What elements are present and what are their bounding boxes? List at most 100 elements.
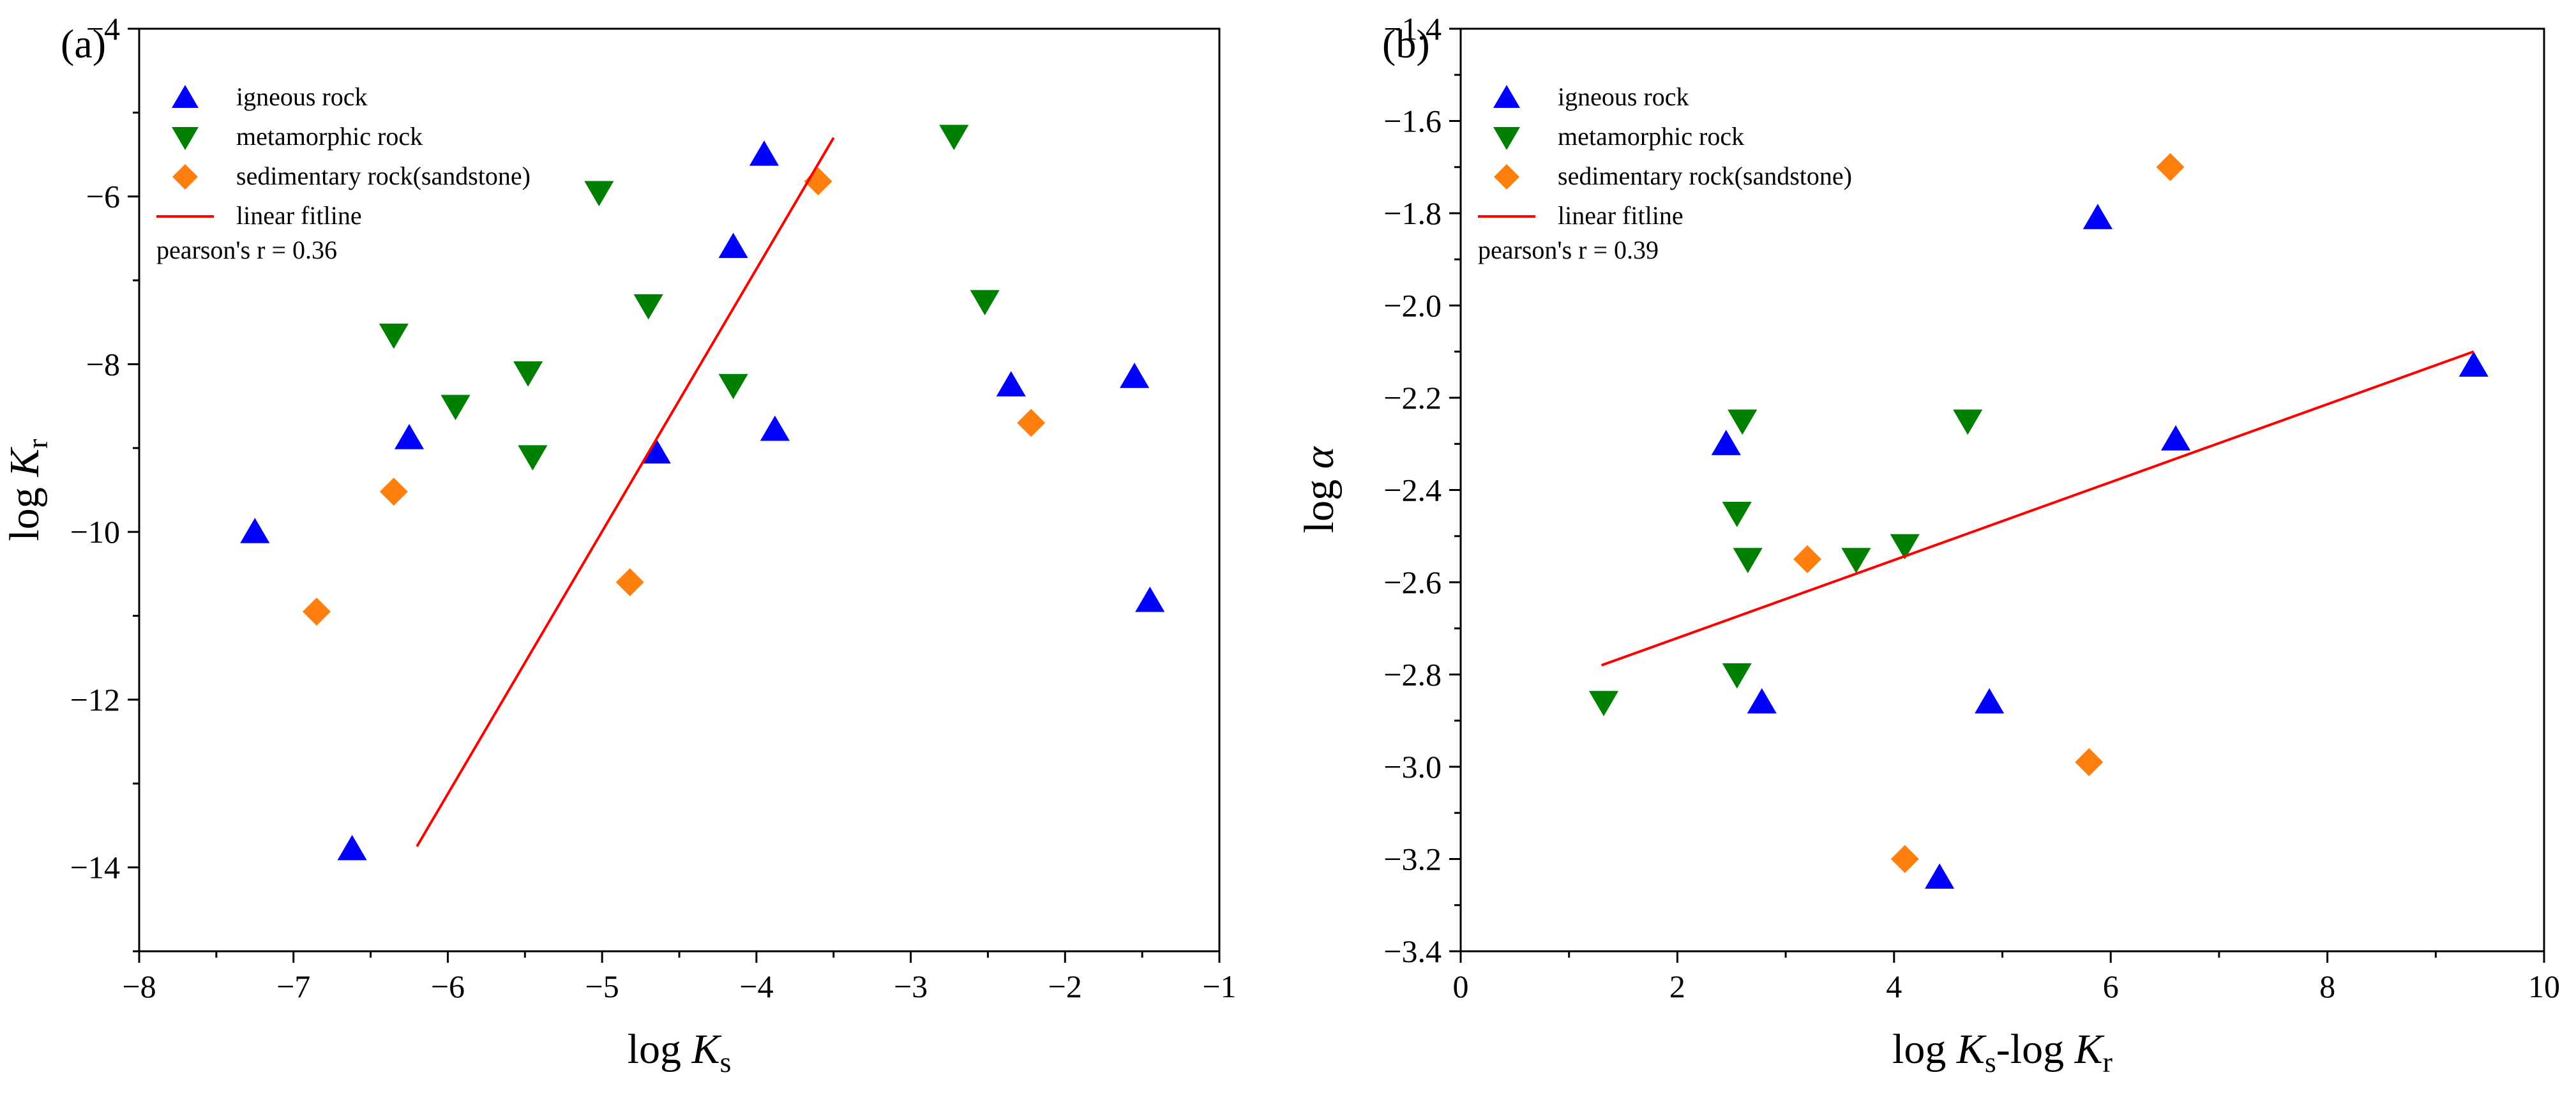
y-tick-label: −1.8 bbox=[1383, 195, 1442, 231]
legend-marker bbox=[172, 127, 199, 150]
legend-label: metamorphic rock bbox=[236, 122, 423, 151]
x-title-sub: s bbox=[719, 1046, 731, 1078]
y-tick-label: −3.2 bbox=[1383, 841, 1442, 877]
y-tick-label: −1.6 bbox=[1383, 103, 1442, 139]
y-tick-label: −14 bbox=[70, 850, 120, 886]
x-tick-label: −3 bbox=[894, 969, 928, 1004]
data-point bbox=[2083, 204, 2113, 229]
data-point bbox=[641, 438, 671, 464]
data-point bbox=[1728, 409, 1758, 435]
y-tick-label: −2.4 bbox=[1383, 472, 1442, 508]
legend-label: sedimentary rock(sandstone) bbox=[236, 162, 531, 190]
data-point bbox=[718, 232, 748, 259]
data-point bbox=[1722, 663, 1752, 689]
x-tick-label: 10 bbox=[2528, 969, 2560, 1004]
data-point bbox=[1119, 363, 1150, 388]
data-point bbox=[2075, 748, 2104, 776]
data-point bbox=[379, 478, 408, 506]
legend-label: linear fitline bbox=[236, 201, 362, 230]
data-point bbox=[441, 395, 471, 421]
data-point bbox=[337, 834, 367, 861]
y-tick-label: −4 bbox=[86, 11, 120, 47]
legend-label: sedimentary rock(sandstone) bbox=[1558, 162, 1852, 190]
x-tick-label: −8 bbox=[122, 969, 156, 1004]
legend-marker bbox=[172, 85, 199, 108]
data-point bbox=[379, 323, 409, 349]
data-point bbox=[1890, 534, 1920, 560]
y-title-text: log bbox=[1, 477, 48, 541]
x-title-text: log bbox=[628, 1026, 692, 1073]
x-tick-label: −4 bbox=[739, 969, 773, 1004]
legend-label: igneous rock bbox=[236, 82, 368, 111]
y-tick-label: −6 bbox=[86, 179, 120, 215]
y-tick-label: −12 bbox=[70, 682, 120, 718]
x-title-sub: r bbox=[2103, 1046, 2113, 1078]
data-point bbox=[1890, 845, 1919, 873]
x-title-text: log bbox=[1892, 1026, 1957, 1073]
x-title-var: K bbox=[2074, 1026, 2105, 1073]
y-title-var: K bbox=[1, 447, 48, 478]
y-axis-title: log α bbox=[1296, 446, 1343, 533]
data-point bbox=[615, 568, 644, 596]
data-point bbox=[513, 361, 543, 387]
x-tick-label: −2 bbox=[1048, 969, 1082, 1004]
x-title-text: -log bbox=[1996, 1026, 2075, 1073]
legend-label: metamorphic rock bbox=[1558, 122, 1744, 151]
legend-label: linear fitline bbox=[1558, 201, 1683, 230]
legend-label: igneous rock bbox=[1558, 82, 1689, 111]
data-point bbox=[1924, 863, 1955, 889]
data-point bbox=[1733, 548, 1763, 573]
panel-label: (b) bbox=[1382, 21, 1430, 66]
x-tick-label: −1 bbox=[1202, 969, 1236, 1004]
y-title-var: α bbox=[1296, 446, 1343, 469]
x-tick-label: 2 bbox=[1669, 969, 1685, 1004]
fit-line bbox=[1601, 350, 2474, 667]
x-tick-label: 6 bbox=[2103, 969, 2119, 1004]
y-tick-label: −3.0 bbox=[1383, 749, 1442, 785]
panel-label: (a) bbox=[61, 21, 106, 66]
data-point bbox=[1135, 586, 1165, 612]
y-tick-label: −1.4 bbox=[1383, 11, 1442, 47]
data-point bbox=[1588, 691, 1619, 716]
y-axis-title: log Kr bbox=[1, 439, 54, 541]
data-point bbox=[633, 294, 663, 320]
legend-marker bbox=[1493, 85, 1520, 108]
data-point bbox=[1711, 430, 1741, 455]
pearson-annotation: pearson's r = 0.39 bbox=[1478, 236, 1659, 264]
data-point bbox=[970, 290, 1000, 315]
data-point bbox=[1747, 688, 1777, 714]
data-point bbox=[718, 373, 748, 400]
x-tick-label: 0 bbox=[1453, 969, 1469, 1004]
y-tick-label: −2.0 bbox=[1383, 288, 1442, 324]
data-point bbox=[1841, 548, 1871, 573]
data-point bbox=[2156, 153, 2185, 181]
y-title-sub: r bbox=[21, 439, 54, 448]
data-point bbox=[1722, 502, 1752, 527]
legend-marker bbox=[172, 164, 198, 190]
chart-panel-a: −8 −7 −6 −5 −4 −3 −2 −1−14−12−10−8−6−4(a)log Ks… bbox=[1, 11, 1237, 1078]
x-title-var: K bbox=[1956, 1026, 1987, 1073]
data-point bbox=[2459, 351, 2489, 377]
data-point bbox=[760, 415, 790, 441]
y-tick-label: −2.6 bbox=[1383, 564, 1442, 600]
chart-panel-b: 0 2 4 6 8 10 −3.4 −3.2 −3.0 −2.8 −2.6 −2.4 −2.2 −2.0 −… bbox=[1296, 11, 2560, 1078]
data-point bbox=[996, 371, 1026, 396]
data-point bbox=[1793, 545, 1822, 573]
x-title-sub: s bbox=[1985, 1046, 1996, 1078]
data-point bbox=[2160, 425, 2191, 451]
data-point bbox=[302, 597, 331, 626]
data-point bbox=[749, 140, 780, 166]
data-point bbox=[584, 181, 614, 207]
y-tick-label: −2.2 bbox=[1383, 380, 1442, 416]
legend-marker bbox=[1494, 164, 1519, 190]
data-point bbox=[1953, 409, 1983, 435]
y-tick-label: −8 bbox=[86, 346, 120, 382]
y-tick-label: −10 bbox=[70, 514, 120, 550]
x-axis-title: log Ks bbox=[628, 1026, 732, 1078]
x-tick-label: −7 bbox=[276, 969, 310, 1004]
x-title-var: K bbox=[691, 1026, 721, 1073]
x-tick-label: −6 bbox=[431, 969, 465, 1004]
fit-line bbox=[416, 137, 835, 847]
data-point bbox=[939, 124, 969, 151]
